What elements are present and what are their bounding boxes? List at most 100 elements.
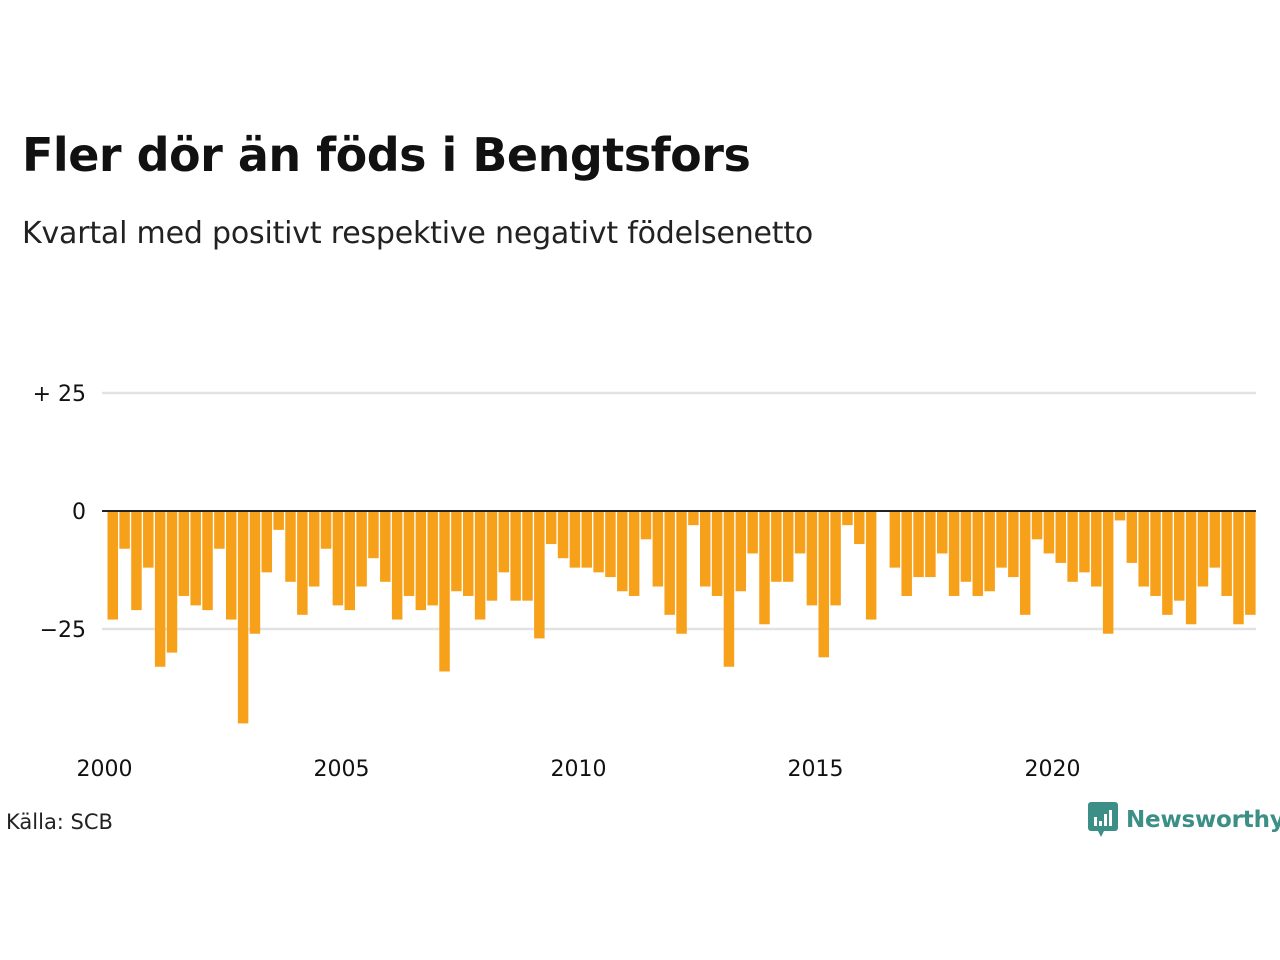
y-tick-label: 0	[72, 500, 86, 525]
bar	[628, 511, 640, 596]
bar	[1008, 511, 1019, 578]
bar	[320, 511, 332, 549]
bar	[1102, 511, 1114, 634]
bar	[297, 511, 308, 615]
bar	[427, 511, 438, 606]
bar	[640, 511, 652, 540]
bar	[107, 511, 118, 620]
x-tick-label: 2015	[788, 757, 844, 782]
bar	[202, 511, 213, 611]
bar	[439, 511, 450, 672]
bar	[794, 511, 806, 554]
x-tick-label: 2010	[551, 757, 607, 782]
bar	[1055, 511, 1066, 563]
bar	[688, 511, 699, 526]
bar	[854, 511, 865, 545]
y-tick-label: + 25	[33, 382, 86, 407]
bar	[901, 511, 912, 596]
bar	[889, 511, 901, 568]
bar	[522, 511, 533, 601]
bar	[308, 511, 320, 587]
bar	[510, 511, 521, 601]
bar	[996, 511, 1007, 568]
bar	[747, 511, 758, 554]
bar	[806, 511, 818, 606]
bar	[593, 511, 604, 573]
bar	[391, 511, 403, 620]
bar	[1233, 511, 1244, 625]
bar	[569, 511, 581, 568]
brand-name: Newsworthy	[1126, 807, 1280, 833]
bar	[178, 511, 190, 596]
bar	[711, 511, 723, 596]
x-tick-label: 2000	[77, 757, 133, 782]
bar	[1197, 511, 1209, 587]
axes: + 25 0 −25 2000 2005 2010 2015 2020	[33, 382, 1256, 782]
bar	[190, 511, 201, 606]
bar	[1174, 511, 1185, 601]
bar	[249, 511, 261, 634]
bar	[1091, 511, 1102, 587]
bar	[356, 511, 367, 587]
bar	[913, 511, 924, 578]
bar	[830, 511, 841, 606]
bar	[925, 511, 936, 578]
bar	[486, 511, 498, 601]
bar	[735, 511, 747, 592]
bar	[1114, 511, 1126, 521]
bar	[415, 511, 427, 611]
x-tick-label: 2005	[314, 757, 370, 782]
bar	[1043, 511, 1055, 554]
bar	[451, 511, 462, 592]
bar	[723, 511, 735, 667]
bar	[664, 511, 675, 615]
bar	[498, 511, 510, 573]
bar	[1138, 511, 1149, 587]
bar	[285, 511, 296, 582]
bar	[261, 511, 273, 573]
bar	[1019, 511, 1031, 615]
bar	[676, 511, 687, 634]
bar	[605, 511, 616, 578]
bar	[759, 511, 770, 625]
bar	[652, 511, 664, 587]
bar	[273, 511, 284, 530]
x-tick-label: 2020	[1025, 757, 1081, 782]
source-note: Källa: SCB	[6, 810, 113, 834]
bar	[948, 511, 960, 596]
bar	[1245, 511, 1256, 615]
bar	[332, 511, 344, 606]
bar	[1209, 511, 1221, 568]
bar	[237, 511, 249, 724]
bar	[534, 511, 545, 639]
bar	[782, 511, 794, 582]
bar	[972, 511, 984, 596]
newsworthy-logo-icon	[1088, 802, 1118, 837]
bar	[1150, 511, 1161, 596]
brand-logo[interactable]: Newsworthy	[1088, 802, 1280, 838]
bar	[119, 511, 130, 549]
bar	[842, 511, 853, 526]
bar	[131, 511, 142, 611]
bar	[1221, 511, 1232, 596]
bar	[380, 511, 391, 582]
bar	[463, 511, 474, 596]
chart-title: Fler dör än föds i Bengtsfors	[22, 128, 751, 182]
bar	[1185, 511, 1197, 625]
bar	[1067, 511, 1078, 582]
bar	[1031, 511, 1043, 540]
bar	[214, 511, 225, 549]
bar	[545, 511, 557, 545]
bars	[107, 511, 1256, 724]
bar	[1162, 511, 1173, 615]
bar	[344, 511, 355, 611]
bar	[617, 511, 628, 592]
bar	[818, 511, 829, 658]
y-tick-label: −25	[40, 618, 86, 643]
bar	[960, 511, 972, 582]
bar	[984, 511, 995, 592]
bar-chart: + 25 0 −25 2000 2005 2010 2015 2020	[33, 382, 1256, 782]
bar	[1079, 511, 1090, 573]
bar	[226, 511, 237, 620]
bar	[368, 511, 379, 559]
